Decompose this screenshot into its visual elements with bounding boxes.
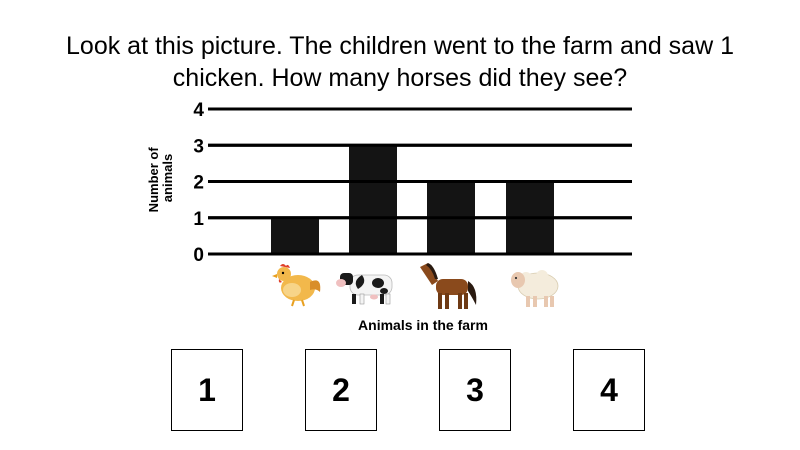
y-tick-label: 3 <box>193 136 204 157</box>
cow-icon <box>336 273 393 305</box>
y-axis-label-line-1: Number of <box>146 147 161 213</box>
question-text: Look at this picture. The children went … <box>40 30 760 94</box>
y-tick-label: 0 <box>193 245 204 266</box>
chicken-icon <box>272 264 321 307</box>
bar-chart: 0 1 2 3 4 Number of animals <box>146 100 632 333</box>
bars <box>208 107 632 256</box>
answer-option-2[interactable]: 2 <box>305 349 377 431</box>
bar-chicken <box>271 217 319 254</box>
answer-option-1[interactable]: 1 <box>171 349 243 431</box>
question-line-1: Look at this picture. The children went … <box>66 32 734 60</box>
answer-option-3[interactable]: 3 <box>439 349 511 431</box>
y-axis-label: Number of animals <box>146 144 175 213</box>
y-tick-label: 4 <box>193 100 204 121</box>
horse-icon <box>420 263 477 309</box>
y-axis-label-line-2: animals <box>160 154 175 202</box>
sheep-icon <box>511 270 559 307</box>
answer-option-4[interactable]: 4 <box>573 349 645 431</box>
y-tick-label: 1 <box>193 209 204 230</box>
bar-cow <box>349 145 397 254</box>
x-axis-label: Animals in the farm <box>358 317 488 333</box>
question-line-2: chicken. How many horses did they see? <box>172 64 628 92</box>
y-tick-labels: 0 1 2 3 4 <box>193 100 204 266</box>
y-tick-label: 2 <box>193 173 204 194</box>
